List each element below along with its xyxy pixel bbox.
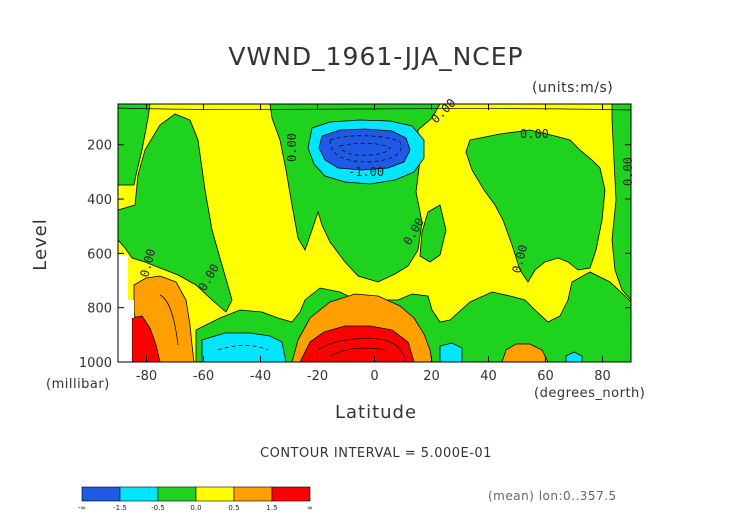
- colorbar-label: ∞: [307, 504, 313, 512]
- x-axis-label-text: Latitude: [334, 402, 418, 423]
- region-blue-top: [318, 128, 411, 171]
- contour-solid-2: [329, 347, 386, 357]
- x-tick-label: -60: [193, 369, 214, 384]
- contour-label: 0.00: [621, 157, 635, 186]
- region-missing: [118, 255, 134, 362]
- mean-longitude: (mean) lon:0..357.5: [488, 489, 617, 503]
- y-axis: 200 400 600 800 1000: [79, 139, 631, 371]
- x-tick-label: -20: [307, 369, 328, 384]
- contour-solid-1: [317, 338, 407, 362]
- contour-label: -1.00: [348, 165, 384, 179]
- region-cyan-bottom-mid: [439, 342, 463, 362]
- x-tick-label: 40: [480, 369, 497, 384]
- x-tick-label: 60: [537, 369, 554, 384]
- colorbar-box: [233, 486, 273, 502]
- x-tick-label: -80: [136, 369, 157, 384]
- contour-label: 0.00: [285, 133, 299, 162]
- units-label: (units:m/s): [532, 80, 614, 96]
- colorbar-boxes: [81, 486, 311, 502]
- region-orange-right: [501, 343, 549, 362]
- colorbar-box: [81, 486, 121, 502]
- region-red-left: [131, 315, 161, 362]
- region-green-far-right: [611, 104, 631, 301]
- contour-solid-4: [118, 107, 631, 111]
- y-tick-label: 600: [87, 247, 112, 262]
- region-green-upper-left: [118, 113, 233, 313]
- contour-dashed-2: [339, 142, 391, 156]
- y-tick-label: 1000: [79, 356, 112, 371]
- colorbar-label: 0.5: [228, 504, 239, 512]
- region-green-right: [465, 129, 606, 283]
- x-axis-label: Latitude: [0, 402, 752, 423]
- colorbar-label: 0.0: [190, 504, 201, 512]
- region-green-left: [118, 104, 151, 186]
- colorbar-label: -0.5: [151, 504, 165, 512]
- x-tick-label: 20: [423, 369, 440, 384]
- contour-label: 0.00: [520, 127, 549, 141]
- colorbar-label: 1.5: [266, 504, 277, 512]
- y-tick-label: 200: [87, 139, 112, 154]
- region-cyan-bottom-right: [565, 351, 583, 362]
- colorbar-label: -1.5: [113, 504, 127, 512]
- x-tick-label: 0: [370, 369, 378, 384]
- y-axis-units: (millibar): [46, 377, 110, 392]
- colorbar-labels: -∞ -1.5 -0.5 0.0 0.5 1.5 ∞: [78, 504, 313, 512]
- region-green-mid-right: [419, 204, 447, 263]
- region-red-center: [299, 325, 415, 362]
- y-tick-label: 800: [87, 302, 112, 317]
- colorbar-box: [119, 486, 159, 502]
- x-tick-label: 80: [594, 369, 611, 384]
- x-axis-units: (degrees_north): [534, 386, 646, 401]
- x-axis: -80 -60 -40 -20 0 20 40 60 80: [136, 104, 611, 384]
- contour-dashed-1: [329, 135, 402, 163]
- contour-interval: CONTOUR INTERVAL = 5.000E-01: [260, 446, 492, 461]
- chart-title: VWND_1961-JJA_NCEP: [228, 42, 524, 71]
- colorbar-box: [195, 486, 235, 502]
- colorbar-label: -∞: [78, 504, 86, 512]
- y-tick-label: 400: [87, 193, 112, 208]
- region-cyan-bottom-left: [201, 332, 287, 362]
- colorbar-box: [271, 486, 311, 502]
- colorbar-box: [157, 486, 197, 502]
- contour-solid-3: [159, 294, 179, 346]
- x-tick-label: -40: [250, 369, 271, 384]
